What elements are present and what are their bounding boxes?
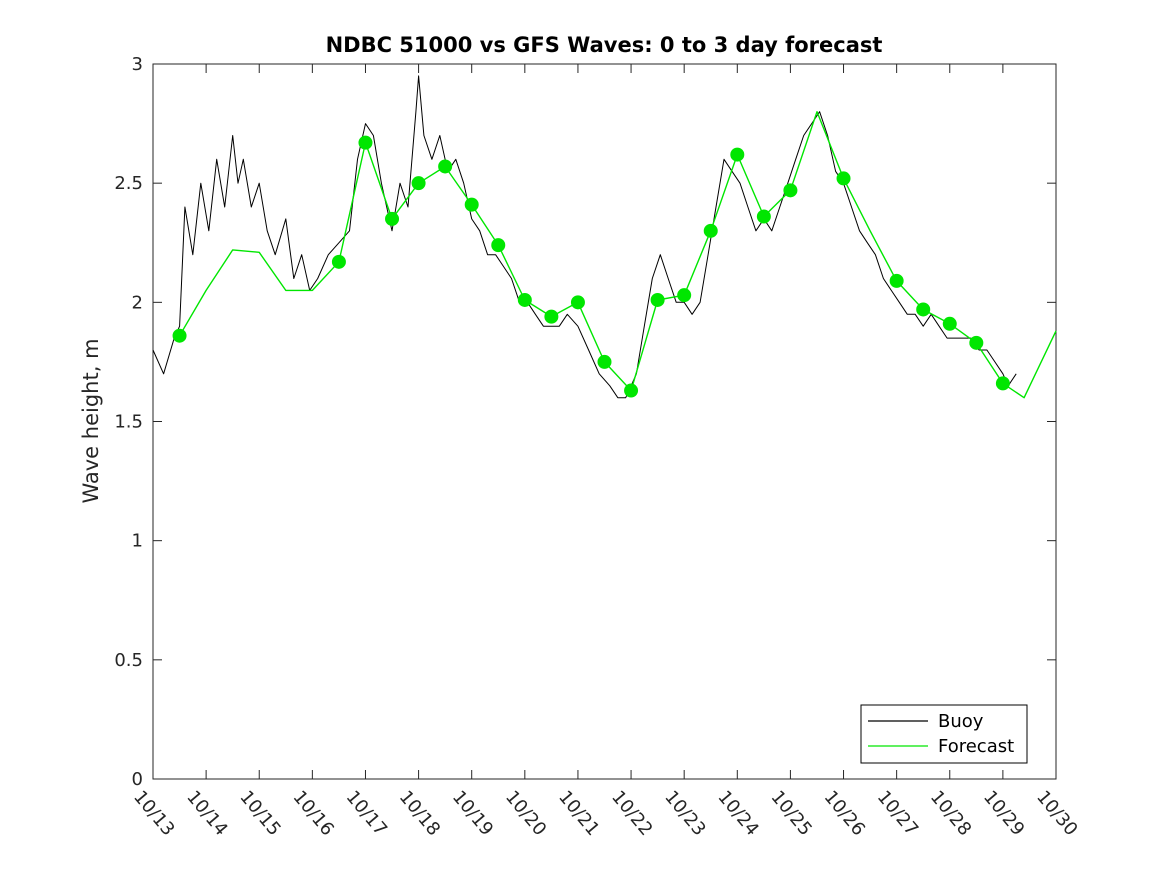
y-tick-label: 0 bbox=[132, 769, 143, 790]
forecast-point bbox=[597, 354, 612, 369]
axes-box bbox=[152, 63, 1057, 780]
y-tick-label: 1 bbox=[132, 531, 143, 552]
x-tick-label: 10/22 bbox=[607, 787, 656, 840]
forecast-point bbox=[783, 183, 798, 198]
x-tick-label: 10/28 bbox=[926, 787, 975, 840]
y-tick-label: 1.5 bbox=[114, 412, 143, 433]
x-tick-label: 10/21 bbox=[554, 787, 603, 840]
y-tick-label: 2.5 bbox=[114, 173, 143, 194]
forecast-point bbox=[677, 288, 692, 303]
y-tick-label: 2 bbox=[132, 292, 143, 313]
forecast-point bbox=[916, 302, 931, 317]
x-tick-label: 10/17 bbox=[342, 787, 391, 840]
forecast-point bbox=[836, 171, 851, 186]
forecast-point bbox=[756, 209, 771, 224]
x-tick-label: 10/27 bbox=[873, 787, 922, 840]
forecast-point bbox=[544, 309, 559, 324]
forecast-point bbox=[650, 292, 665, 307]
legend-box bbox=[860, 704, 1028, 764]
x-tick-label: 10/14 bbox=[182, 787, 231, 840]
series-line-forecast bbox=[178, 110, 1057, 399]
x-tick-label: 10/25 bbox=[767, 787, 816, 840]
forecast-point bbox=[331, 254, 346, 269]
forecast-point bbox=[438, 159, 453, 174]
x-tick-label: 10/20 bbox=[501, 787, 550, 840]
forecast-point bbox=[172, 328, 187, 343]
forecast-point bbox=[491, 238, 506, 253]
x-tick-label: 10/15 bbox=[235, 787, 284, 840]
x-tick-label: 10/23 bbox=[660, 787, 709, 840]
forecast-point bbox=[517, 292, 532, 307]
series-line-buoy bbox=[152, 75, 1017, 399]
y-tick-label: 3 bbox=[132, 54, 143, 75]
x-tick-label: 10/19 bbox=[448, 787, 497, 840]
forecast-point bbox=[995, 376, 1010, 391]
forecast-point bbox=[942, 316, 957, 331]
x-tick-label: 10/13 bbox=[129, 787, 178, 840]
chart-title: NDBC 51000 vs GFS Waves: 0 to 3 day fore… bbox=[326, 33, 883, 57]
forecast-point bbox=[358, 135, 373, 150]
x-tick-label: 10/26 bbox=[820, 787, 869, 840]
forecast-point bbox=[464, 197, 479, 212]
x-tick-label: 10/29 bbox=[979, 787, 1028, 840]
x-tick-label: 10/18 bbox=[395, 787, 444, 840]
forecast-point bbox=[730, 147, 745, 162]
legend: Buoy Forecast bbox=[860, 704, 1028, 764]
forecast-point bbox=[703, 223, 718, 238]
y-tick-label: 0.5 bbox=[114, 650, 143, 671]
forecast-point bbox=[969, 335, 984, 350]
x-tick-label: 10/16 bbox=[289, 787, 338, 840]
legend-label-buoy: Buoy bbox=[938, 711, 984, 732]
x-tick-label: 10/24 bbox=[713, 787, 762, 840]
forecast-point bbox=[889, 273, 904, 288]
forecast-point bbox=[570, 295, 585, 310]
x-tick-label: 10/30 bbox=[1032, 787, 1081, 840]
forecast-point bbox=[385, 211, 400, 226]
forecast-point bbox=[411, 176, 426, 191]
legend-label-forecast: Forecast bbox=[938, 736, 1014, 757]
forecast-point bbox=[624, 383, 639, 398]
y-axis-label: Wave height, m bbox=[79, 338, 103, 503]
